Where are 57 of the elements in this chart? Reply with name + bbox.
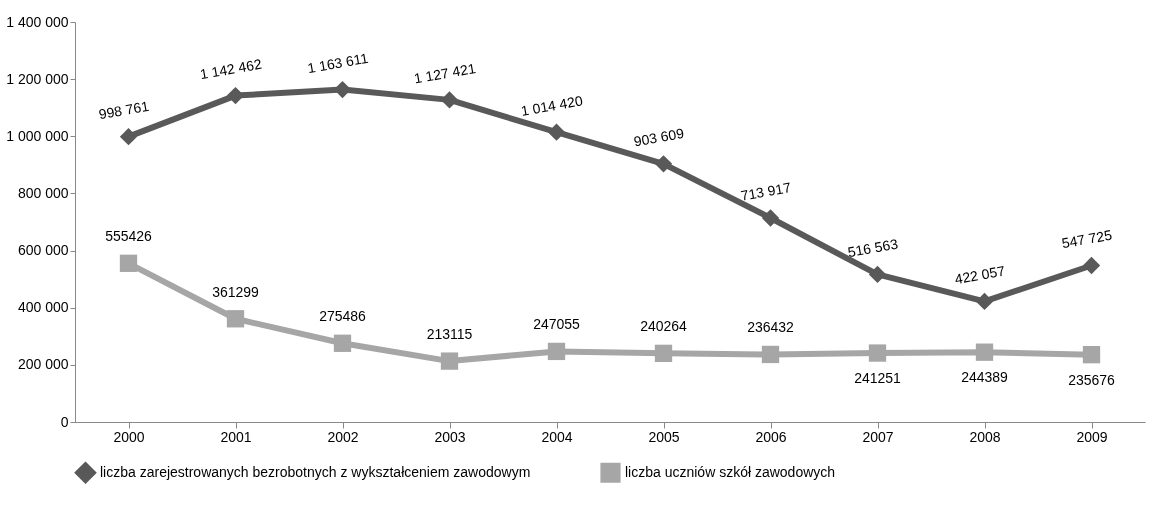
data-label: 516 563	[846, 235, 900, 261]
y-tick-label: 800 000	[17, 184, 69, 201]
y-tick-label: 0	[60, 413, 69, 430]
point	[333, 334, 352, 352]
y-tick-label: 400 000	[17, 299, 69, 316]
point	[1082, 346, 1101, 364]
x-tick-label: 2006	[755, 428, 787, 445]
x-tick-label: 2009	[1076, 428, 1108, 445]
data-label: 547 725	[1060, 226, 1114, 252]
point	[1082, 256, 1101, 275]
point	[975, 292, 994, 311]
legend-label: liczba uczniów szkół zawodowych	[625, 463, 836, 480]
data-label: 241251	[854, 370, 902, 387]
point	[547, 123, 566, 141]
data-label: 422 057	[953, 262, 1007, 288]
data-label: 1 014 420	[519, 92, 585, 119]
x-tick-label: 2003	[434, 428, 466, 445]
x-tick-label: 2004	[541, 428, 573, 445]
point	[868, 344, 887, 362]
x-tick-label: 2005	[648, 428, 680, 445]
data-label: 235676	[1068, 371, 1116, 388]
point	[119, 127, 138, 146]
point	[654, 155, 673, 173]
point	[440, 352, 459, 370]
x-tick-label: 2007	[862, 428, 894, 445]
y-tick-label: 1 200 000	[6, 70, 69, 87]
data-label: 1 127 421	[412, 59, 478, 87]
data-label: 998 761	[97, 97, 151, 123]
point	[868, 265, 887, 284]
point	[226, 310, 245, 328]
data-label: 555426	[105, 228, 153, 245]
x-tick-label: 2008	[969, 428, 1001, 445]
legend-label: liczba zarejestrowanych bezrobotnych z wykształceniem zawodowym	[100, 463, 531, 480]
data-label: 247055	[533, 316, 581, 333]
x-tick-label: 2001	[220, 428, 252, 445]
y-tick-label: 600 000	[17, 242, 69, 259]
point	[547, 342, 566, 361]
data-label: 240264	[640, 318, 688, 335]
point	[975, 343, 994, 361]
data-label: 361299	[212, 283, 260, 300]
point	[761, 345, 780, 364]
data-label: 213115	[426, 326, 473, 343]
data-label: 244389	[961, 369, 1009, 386]
point	[654, 344, 673, 363]
point	[761, 209, 780, 227]
data-label: 1 163 611	[306, 49, 370, 77]
data-label: 236432	[747, 319, 795, 336]
data-label: 1 142 462	[198, 55, 264, 83]
y-tick-label: 1 400 000	[6, 13, 69, 30]
point	[119, 254, 138, 272]
y-tick-label: 200 000	[17, 356, 69, 373]
y-tick-label: 1 000 000	[6, 127, 69, 144]
x-tick-label: 2002	[327, 428, 359, 445]
data-label: 903 609	[632, 124, 686, 150]
data-label: 275486	[319, 308, 367, 325]
x-tick-label: 2000	[113, 428, 145, 445]
data-label: 713 917	[739, 179, 793, 204]
